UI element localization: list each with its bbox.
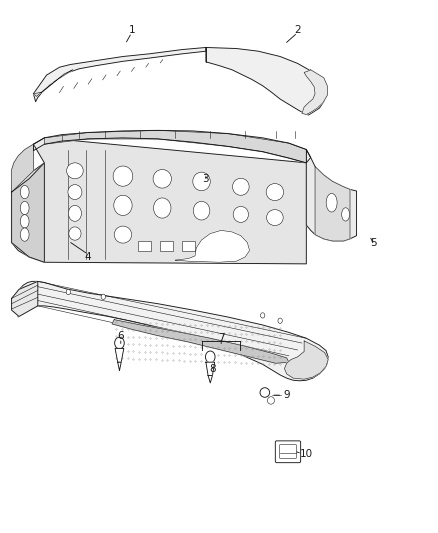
Bar (160, 241, 173, 251)
Text: 5: 5 (371, 238, 377, 247)
Text: 7: 7 (218, 333, 225, 343)
Polygon shape (33, 131, 311, 163)
Ellipse shape (260, 387, 270, 397)
Polygon shape (118, 362, 121, 370)
Ellipse shape (68, 205, 81, 221)
Ellipse shape (153, 169, 171, 188)
Polygon shape (208, 375, 212, 383)
Text: 10: 10 (300, 449, 313, 458)
Bar (138, 241, 151, 251)
Ellipse shape (66, 289, 71, 295)
Ellipse shape (268, 397, 275, 404)
Text: 1: 1 (128, 25, 135, 35)
Ellipse shape (193, 201, 210, 220)
Ellipse shape (261, 313, 265, 318)
Ellipse shape (114, 195, 132, 215)
Polygon shape (44, 131, 306, 163)
Polygon shape (206, 47, 326, 115)
Text: 3: 3 (203, 174, 209, 184)
Ellipse shape (266, 183, 284, 200)
Polygon shape (302, 70, 327, 115)
Ellipse shape (101, 294, 106, 300)
Ellipse shape (69, 227, 81, 240)
Text: 9: 9 (283, 390, 290, 400)
Ellipse shape (113, 166, 133, 186)
Polygon shape (12, 163, 44, 262)
Polygon shape (115, 349, 124, 362)
Ellipse shape (233, 206, 248, 222)
Ellipse shape (20, 228, 29, 241)
Ellipse shape (20, 201, 29, 215)
Text: 8: 8 (209, 364, 216, 374)
Ellipse shape (67, 163, 83, 179)
Ellipse shape (278, 318, 283, 324)
Ellipse shape (267, 209, 283, 225)
Polygon shape (285, 341, 328, 379)
Ellipse shape (326, 193, 337, 212)
Ellipse shape (153, 198, 171, 218)
Polygon shape (12, 138, 306, 264)
Bar (182, 241, 195, 251)
Polygon shape (12, 281, 38, 317)
Polygon shape (33, 47, 206, 102)
Polygon shape (315, 166, 350, 241)
Text: 2: 2 (294, 25, 301, 35)
Ellipse shape (193, 172, 210, 191)
Ellipse shape (68, 184, 82, 199)
Polygon shape (16, 281, 328, 381)
Polygon shape (306, 150, 357, 241)
Ellipse shape (233, 178, 249, 195)
Ellipse shape (115, 337, 124, 349)
Polygon shape (33, 70, 73, 96)
Polygon shape (112, 320, 289, 364)
Text: 6: 6 (117, 330, 124, 341)
Ellipse shape (205, 351, 215, 363)
Ellipse shape (342, 208, 350, 221)
Ellipse shape (114, 226, 132, 243)
Ellipse shape (20, 215, 29, 228)
Text: 4: 4 (85, 252, 92, 262)
Polygon shape (206, 362, 215, 375)
Polygon shape (12, 144, 33, 192)
FancyBboxPatch shape (276, 441, 300, 463)
Ellipse shape (20, 185, 29, 199)
Polygon shape (175, 230, 250, 262)
